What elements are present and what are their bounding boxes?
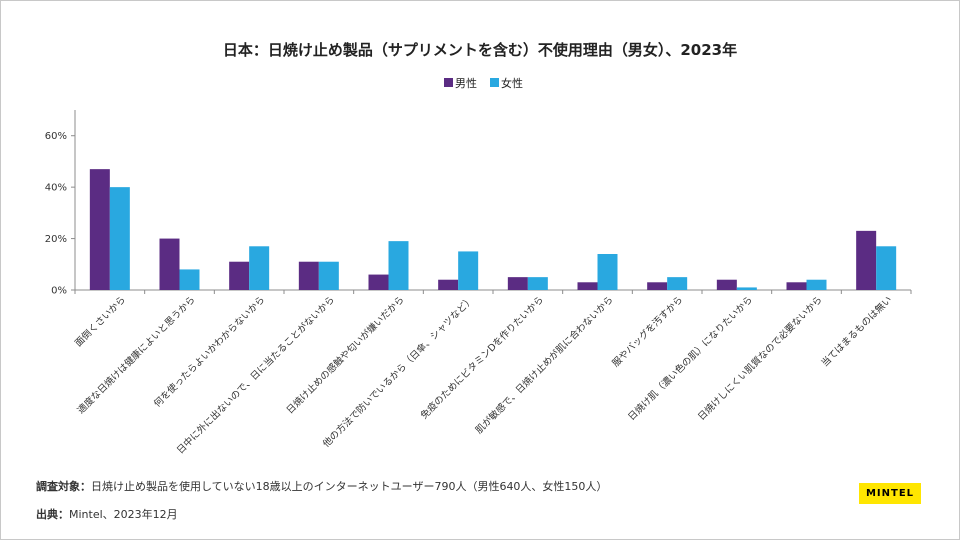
bar-female-1 — [179, 269, 200, 290]
bar-male-6 — [507, 277, 528, 290]
bar-male-1 — [159, 238, 180, 290]
legend-label-0: 男性 — [455, 76, 477, 90]
mintel-logo: MINTEL — [859, 483, 921, 504]
bar-male-11 — [856, 230, 877, 290]
bar-female-7 — [597, 254, 618, 290]
bar-male-4 — [368, 274, 389, 290]
bar-male-3 — [298, 261, 319, 290]
x-tick-label: 日中に外に出ないので、日に当たることがないから — [174, 294, 337, 457]
y-tick-label: 60% — [45, 131, 67, 142]
legend-swatch-1 — [490, 78, 499, 87]
survey-note: 調査対象：日焼け止め製品を使用していない18歳以上のインターネットユーザー790… — [36, 478, 607, 494]
legend: 男性 女性 — [444, 76, 523, 90]
x-tick-label: 日焼け止めの感触や匂いが嫌いだから — [284, 294, 407, 417]
chart-title: 日本：日焼け止め製品（サプリメントを含む）不使用理由（男女）、2023年 — [223, 41, 737, 59]
bar-male-2 — [229, 261, 250, 290]
y-axis: 0% 20% 40% 60% — [45, 110, 76, 297]
legend-swatch-0 — [444, 78, 453, 87]
x-tick-label: 何を使ったらよいかわからないから — [151, 294, 267, 410]
bar-female-10 — [806, 279, 827, 290]
bar-female-3 — [318, 261, 339, 290]
x-tick-label: 日焼け肌（濃い色の肌）になりたいから — [626, 294, 755, 423]
bar-male-7 — [577, 282, 598, 290]
x-tick-label: 当てはまるものは無い — [819, 294, 895, 370]
x-tick-label: 服やバッグを汚すから — [610, 294, 686, 370]
bar-female-11 — [876, 246, 897, 290]
survey-text: 日焼け止め製品を使用していない18歳以上のインターネットユーザー790人（男性6… — [91, 480, 608, 493]
bar-female-6 — [527, 277, 548, 290]
bar-female-9 — [736, 287, 757, 290]
source-note: 出典：Mintel、2023年12月 — [36, 506, 178, 522]
bar-male-0 — [89, 169, 110, 290]
bar-female-2 — [249, 246, 270, 290]
bar-male-9 — [716, 279, 737, 290]
bar-male-10 — [786, 282, 807, 290]
bar-male-8 — [647, 282, 668, 290]
source-label: 出典： — [36, 508, 69, 521]
x-tick-label: 日焼けしにくい肌質なので必要ないから — [695, 294, 824, 423]
x-tick-label: 適度な日焼けは健康によいと思うから — [75, 294, 198, 417]
bar-female-0 — [109, 187, 130, 290]
y-tick-label: 40% — [45, 183, 67, 194]
x-axis: 面倒くさいから適度な日焼けは健康によいと思うから何を使ったらよいかわからないから… — [72, 289, 912, 457]
bar-female-8 — [667, 277, 688, 290]
x-tick-label: 免疫のためにビタミンDを作りたいから — [418, 294, 546, 422]
source-text: Mintel、2023年12月 — [69, 508, 178, 521]
bar-female-5 — [458, 251, 479, 290]
x-tick-label: 他の方法で防いでいるから（日傘、シャツなど） — [320, 294, 476, 450]
legend-label-1: 女性 — [501, 76, 523, 90]
y-tick-label: 0% — [51, 286, 67, 297]
bars — [89, 169, 897, 290]
y-tick-label: 20% — [45, 234, 67, 245]
x-tick-label: 肌が敏感で、日焼け止めが肌に合わないから — [473, 294, 616, 437]
x-tick-label: 面倒くさいから — [72, 294, 128, 350]
bar-male-5 — [438, 279, 459, 290]
survey-label: 調査対象： — [36, 480, 91, 493]
bar-female-4 — [388, 241, 409, 290]
